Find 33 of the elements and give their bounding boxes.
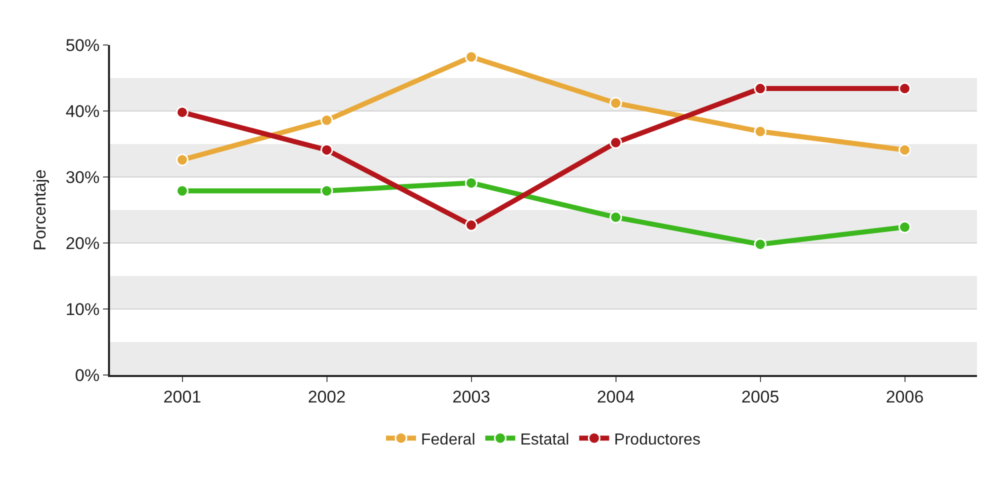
point [465, 176, 478, 190]
point [320, 184, 333, 198]
y-tick-label: 40% [66, 102, 100, 121]
y-tick-label: 10% [66, 300, 100, 319]
point [610, 211, 622, 224]
point [898, 82, 911, 95]
point [610, 136, 622, 149]
point [320, 144, 333, 156]
point [610, 96, 622, 110]
point [176, 106, 188, 119]
point [754, 82, 766, 95]
point [898, 144, 911, 156]
x-tick-label: 2006 [886, 387, 924, 406]
x-tick-label: 2004 [596, 387, 635, 406]
x-tick-label: 2001 [163, 387, 202, 406]
point [465, 50, 478, 64]
point [754, 238, 766, 251]
x-tick-label: 2005 [741, 387, 780, 406]
legend-label: Productores [614, 431, 700, 448]
y-tick-label: 0% [75, 366, 100, 385]
point [898, 220, 911, 234]
y-tick-label: 30% [66, 168, 100, 187]
point [465, 218, 478, 232]
x-tick-label: 2003 [452, 387, 490, 406]
y-tick-label: 50% [66, 36, 100, 55]
point [176, 184, 188, 198]
point [754, 125, 766, 138]
y-tick-label: 20% [66, 234, 100, 253]
legend-label: Estatal [520, 431, 570, 448]
y-axis-title: Porcentaje [30, 169, 50, 251]
legend-label: Federal [421, 431, 476, 448]
x-tick-label: 2002 [308, 387, 346, 406]
point [176, 154, 188, 166]
